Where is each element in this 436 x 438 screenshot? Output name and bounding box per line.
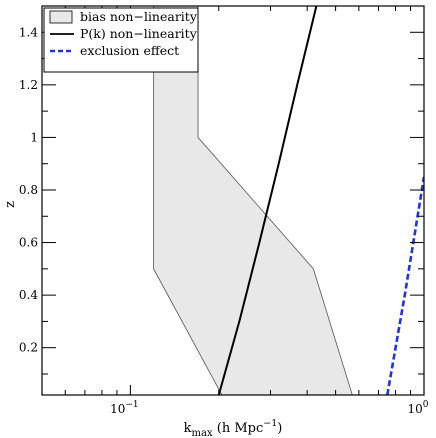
y-tick-label: 1.2 [19, 78, 38, 92]
x-tick-exponent: −1 [125, 400, 138, 410]
legend-entry-label: bias non−linearity [80, 9, 198, 24]
legend-swatch-bias [49, 10, 73, 24]
pk-nonlinearity-line [217, 6, 318, 395]
y-tick-label: 1 [30, 130, 38, 144]
y-tick-label: 0.4 [19, 288, 38, 302]
legend-entry-label: P(k) non−linearity [80, 26, 198, 41]
x-tick-base: 10 [110, 402, 125, 416]
legend-entry-label: exclusion effect [80, 43, 179, 58]
y-tick-label: 0.6 [19, 236, 38, 250]
legend: bias non−linearity P(k) non−linearity excl… [43, 7, 199, 73]
x-axis-label-sub: max [192, 428, 213, 438]
y-tick-label: 0.8 [19, 183, 38, 197]
x-tick-label: 10−1 [110, 400, 139, 416]
x-tick-base: 10 [407, 402, 422, 416]
x-axis-label-close: ) [277, 421, 282, 436]
y-tick-label: 0.2 [19, 341, 38, 355]
x-axis-label: kmax (h Mpc−1) [184, 418, 283, 438]
x-axis-label-sup: −1 [263, 418, 277, 429]
x-axis-label-main: k [184, 421, 192, 436]
exclusion-effect-line [386, 176, 424, 395]
x-tick-exponent: 0 [423, 400, 429, 410]
y-tick-label: 1.4 [19, 25, 38, 39]
y-axis-label: z [3, 201, 18, 208]
x-tick-label: 100 [407, 400, 428, 416]
x-axis-label-rest: (h Mpc [213, 421, 264, 436]
plot-frame [41, 5, 425, 396]
